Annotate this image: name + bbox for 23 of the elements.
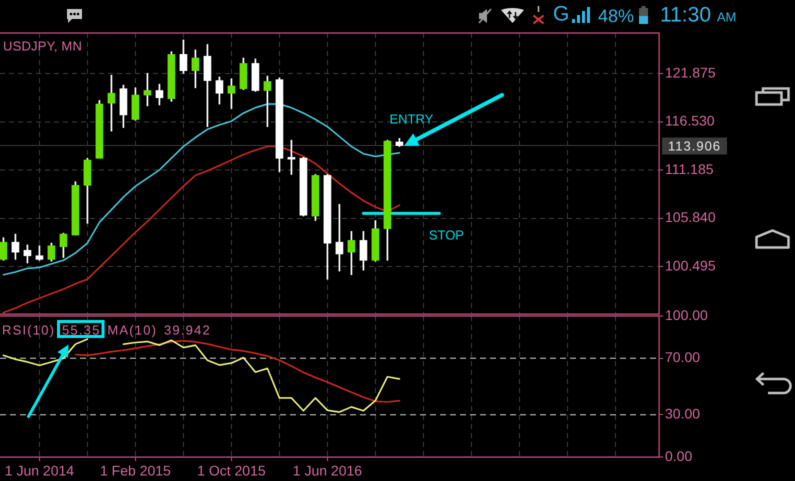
text: 11:30 AM [660,4,736,26]
y-tick-label: 111.185 [665,160,714,177]
y-tick-label: 30.00 [665,406,700,422]
text: RSI(10) 55.35 MA(10) 39.942 [2,322,211,337]
chart-title: USDJPY, MN [3,38,82,54]
y-tick-label: 70.00 [665,349,700,366]
annotation: STOP [428,228,464,243]
y-tick-label: 121.875 [665,64,716,80]
candlestick [144,73,152,106]
y-tick-label: 100.00 [665,306,708,323]
y-tick-label: 116.530 [665,112,715,129]
x-tick-label: 1 Jun 2014 [4,462,74,478]
candlestick [108,74,116,132]
y-tick-label: 100.495 [665,258,716,274]
annotation: ENTRY [389,111,434,126]
y-tick-label: 105.840 [665,209,716,226]
x-tick-label: 1 Jun 2016 [292,462,362,478]
text: G [553,2,570,26]
y-tick-label: 0.00 [665,448,692,464]
x-tick-label: 1 Feb 2015 [100,462,172,478]
text: 48% [598,6,634,26]
x-tick-label: 1 Oct 2015 [197,462,266,478]
ref-line-label: 113.906 [662,137,728,154]
